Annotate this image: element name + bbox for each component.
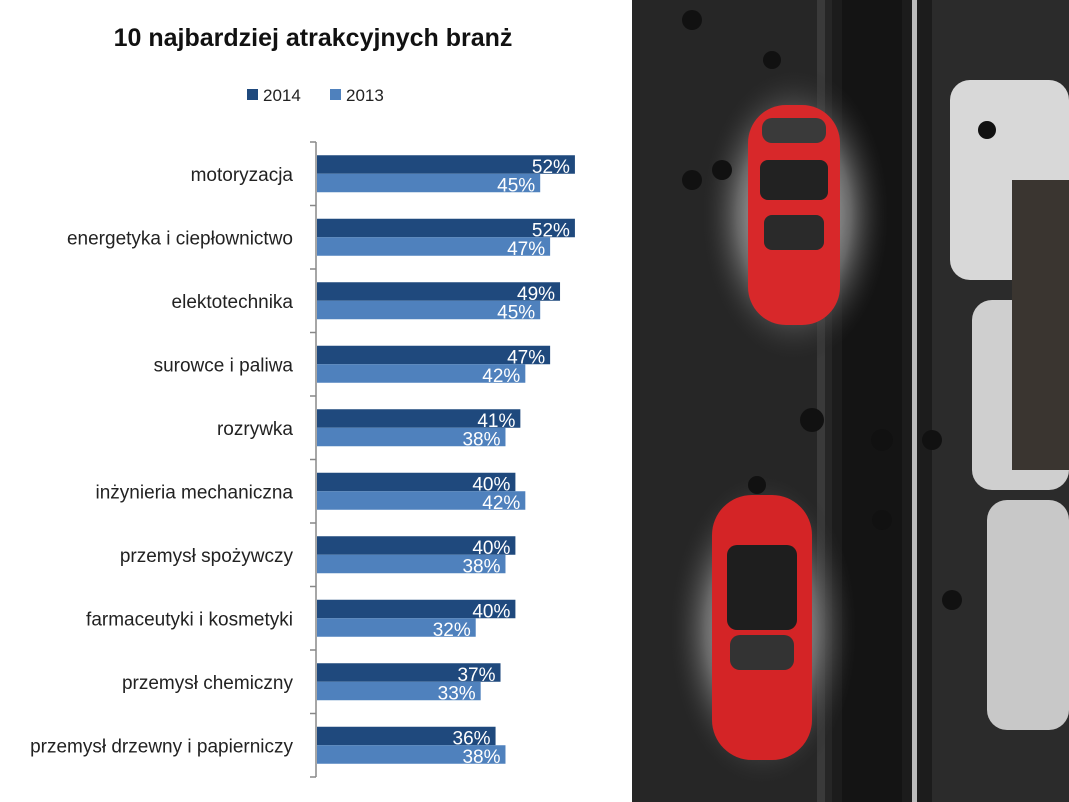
bar-2013 (317, 491, 526, 510)
category-label: inżynieria mechaniczna (96, 482, 294, 503)
category-label: przemysł spożywczy (120, 546, 294, 567)
data-label-2014: 47% (507, 347, 545, 368)
bar-2014 (317, 155, 575, 174)
category-label: przemysł chemiczny (122, 673, 294, 694)
bar-2014 (317, 663, 501, 682)
data-label-2013: 45% (497, 175, 535, 196)
bar-2014 (317, 472, 516, 492)
bar-2013 (317, 173, 541, 193)
category-label: motoryzacja (191, 165, 294, 186)
legend-label-2014: 2014 (263, 86, 301, 105)
bar-chart: 10 najbardziej atrakcyjnych branż 2014 2… (30, 24, 575, 778)
bar-2013 (317, 237, 551, 256)
data-label-2014: 41% (477, 411, 515, 432)
bar-2013 (317, 554, 506, 574)
bar-2013 (317, 364, 526, 383)
data-label-2013: 32% (433, 620, 471, 641)
data-label-2013: 47% (507, 239, 545, 260)
bar-2014 (317, 599, 516, 619)
chart-title: 10 najbardziej atrakcyjnych branż (114, 24, 513, 52)
data-label-2014: 40% (472, 601, 510, 622)
red-car-convertible (712, 495, 812, 760)
bar-2013 (317, 427, 506, 447)
legend: 2014 2013 (247, 86, 384, 105)
legend-label-2013: 2013 (346, 86, 384, 105)
bar-2013 (317, 745, 506, 764)
data-label-2013: 38% (462, 429, 500, 450)
photo-cars-top-view (632, 0, 1069, 802)
data-label-2013: 33% (438, 683, 476, 704)
data-label-2014: 40% (472, 474, 510, 495)
legend-swatch-2014 (247, 89, 258, 100)
category-label: przemysł drzewny i papierniczy (30, 736, 293, 757)
people (682, 10, 996, 610)
data-label-2013: 42% (482, 366, 520, 387)
bar-2014 (317, 218, 575, 238)
bar-2013 (317, 618, 476, 637)
data-label-2014: 52% (532, 157, 570, 178)
category-label: elektotechnika (172, 292, 294, 313)
data-label-2014: 36% (453, 728, 491, 749)
data-label-2013: 38% (462, 747, 500, 768)
bar-2013 (317, 300, 541, 320)
data-label-2013: 42% (482, 493, 520, 514)
data-label-2013: 38% (462, 556, 500, 577)
bar-2014 (317, 726, 496, 746)
category-label: farmaceutyki i kosmetyki (86, 609, 293, 630)
data-label-2014: 37% (457, 665, 495, 686)
bar-2014 (317, 345, 551, 365)
bar-2014 (317, 282, 561, 301)
legend-swatch-2013 (330, 89, 341, 100)
bar-2014 (317, 409, 521, 428)
bar-2013 (317, 681, 481, 701)
data-label-2013: 45% (497, 302, 535, 323)
bar-2014 (317, 536, 516, 555)
category-label: surowce i paliwa (154, 355, 294, 376)
data-label-2014: 52% (532, 220, 570, 241)
category-label: energetyka i ciepłownictwo (67, 228, 293, 249)
category-label: rozrywka (217, 419, 293, 440)
data-label-2014: 40% (472, 538, 510, 559)
red-car-coupe (748, 105, 840, 325)
data-label-2014: 49% (517, 284, 555, 305)
